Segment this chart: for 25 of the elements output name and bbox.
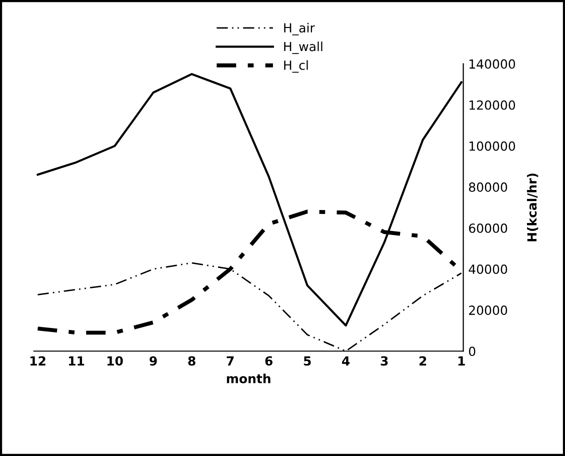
y-tick-label: 0 (468, 346, 476, 356)
x-tick-label: 4 (342, 356, 350, 366)
x-tick-label: 10 (107, 356, 123, 366)
x-tick-label: 9 (150, 356, 157, 366)
y-tick-label: 20000 (469, 306, 508, 316)
x-tick-label: 7 (226, 356, 234, 366)
legend-label: H_wall (284, 42, 322, 54)
legend-label: H_air (284, 22, 315, 36)
x-tick-label: 8 (188, 356, 196, 366)
y-tick-label: 60000 (469, 223, 508, 233)
y-tick-label: 100000 (470, 141, 516, 151)
y-axis-title: H(kcal/hr) (526, 174, 538, 242)
x-tick-label: 5 (304, 356, 311, 366)
x-tick-label: 1 (458, 356, 465, 366)
x-tick-label: 3 (380, 356, 388, 366)
x-tick-label: 11 (68, 356, 84, 366)
x-tick-label: 12 (30, 356, 46, 366)
x-tick-label: 6 (265, 356, 272, 366)
x-axis-title: month (226, 374, 270, 384)
y-tick-label: 40000 (468, 264, 508, 274)
y-tick-label: 80000 (469, 182, 508, 192)
y-tick-label: 140000 (470, 59, 516, 69)
x-tick-label: 2 (420, 356, 426, 366)
y-tick-label: 120000 (470, 100, 516, 110)
legend-label: H_cl (284, 60, 308, 73)
